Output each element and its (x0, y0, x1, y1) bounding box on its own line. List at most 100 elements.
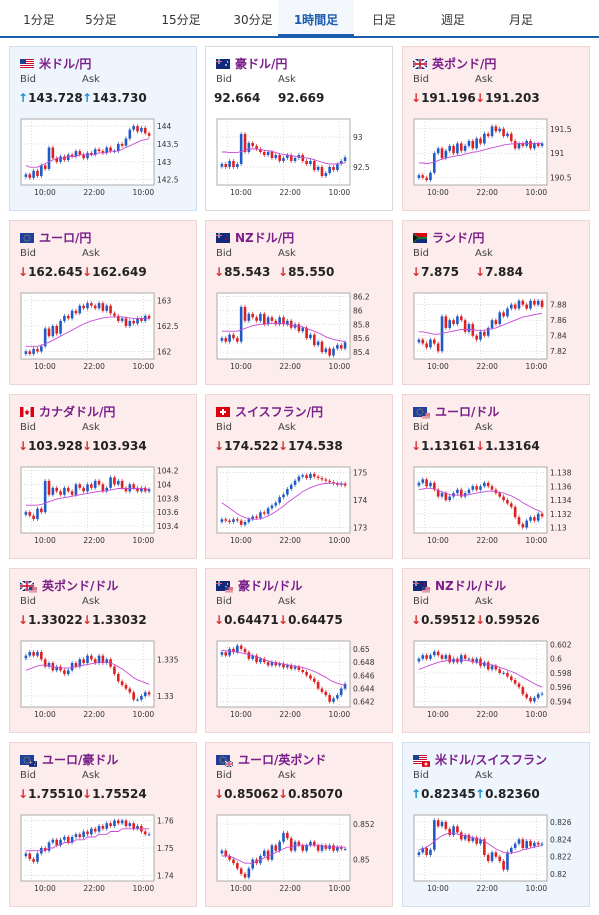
candle (262, 152, 266, 155)
candle (332, 845, 335, 851)
pair-title[interactable]: 豪ドル/円 (216, 55, 287, 71)
candle (525, 520, 528, 528)
tab-8[interactable]: 月足 (508, 13, 533, 27)
pair-card[interactable]: 英ポンド/円 Bid Ask ↓191.196 ↓191.203 191.5 191 190.… (402, 46, 590, 211)
candle (448, 828, 452, 835)
pair-card[interactable]: ユーロ/円 Bid Ask ↓162.645 ↓162.649 163 162.5 162 10… (9, 220, 197, 385)
ask-value: 92.669 (278, 91, 324, 105)
candle (90, 655, 93, 660)
arrow-down-icon: ↓ (18, 613, 29, 627)
x-tick-label: 10:00 (329, 362, 351, 371)
ask-price: 1.13164 (485, 439, 540, 453)
candle (105, 823, 109, 829)
moving-average-line (221, 323, 346, 343)
candle (40, 508, 43, 513)
pair-title[interactable]: ランド/円 (413, 229, 484, 245)
tab-1[interactable]: 1分足 (23, 13, 55, 27)
candle (282, 158, 285, 161)
pair-card[interactable]: ユーロ/英ポンド Bid Ask ↓0.85062 ↓0.85070 0.852 0.85 1… (205, 742, 393, 907)
tab-2[interactable]: 5分足 (85, 13, 117, 27)
ask-label: Ask (82, 770, 100, 781)
pair-card[interactable]: ユーロ/豪ドル Bid Ask ↓1.75510 ↓1.75524 1.76 1.75 1.7… (9, 742, 197, 907)
pair-card[interactable]: カナダドル/円 Bid Ask ↓103.928 ↓103.934 104.2 104 103… (9, 394, 197, 559)
arrow-up-icon: ↑ (411, 787, 422, 801)
arrow-down-icon: ↓ (214, 787, 225, 801)
price-chart[interactable]: 93 92.5 10:00 22:00 10:00 (216, 115, 384, 201)
candle (506, 133, 509, 137)
x-tick-label: 22:00 (279, 188, 301, 197)
candle (262, 850, 266, 857)
candle (459, 832, 463, 840)
pair-title[interactable]: NZドル/円 (216, 229, 294, 245)
candle (236, 338, 239, 342)
candle (421, 339, 425, 344)
pair-title[interactable]: 米ドル/スイスフラン (413, 751, 547, 767)
bid-label: Bid (216, 74, 232, 85)
candle (93, 659, 97, 663)
pair-card[interactable]: 豪ドル/円 Bid Ask 92.664 92.669 93 92.5 10:00 22:00 1… (205, 46, 393, 211)
arrow-up-icon: ↑ (475, 787, 486, 801)
candle (305, 672, 308, 676)
pair-card[interactable]: 英ポンド/ドル Bid Ask ↓1.33022 ↓1.33032 1.335 1.33 10… (9, 568, 197, 733)
candle (40, 165, 43, 177)
pair-title[interactable]: 豪ドル/ドル (216, 577, 302, 593)
candle (479, 839, 482, 844)
price-chart[interactable]: 0.852 0.85 10:00 22:00 10:00 (216, 811, 384, 897)
pair-card[interactable]: 豪ドル/ドル Bid Ask ↓0.64471 ↓0.64475 0.65 0.648 0.6… (205, 568, 393, 733)
pair-title[interactable]: ユーロ/英ポンド (216, 751, 326, 767)
y-tick-label: 7.86 (550, 316, 567, 325)
pair-card[interactable]: ユーロ/ドル Bid Ask ↓1.13161 ↓1.13164 1.138 1.136 1.… (402, 394, 590, 559)
candle (309, 473, 312, 478)
candle (24, 655, 28, 659)
pair-title[interactable]: 英ポンド/ドル (20, 577, 118, 593)
pair-title[interactable]: 英ポンド/円 (413, 55, 496, 71)
pair-title[interactable]: カナダドル/円 (20, 403, 115, 419)
pair-title[interactable]: ユーロ/ドル (413, 403, 499, 419)
candle (494, 126, 498, 132)
arrow-down-icon: ↓ (214, 613, 225, 627)
pair-card[interactable]: NZドル/ドル Bid Ask ↓0.59512 ↓0.59526 0.602 0.6 0.5… (402, 568, 590, 733)
y-tick-label: 1.76 (157, 817, 174, 826)
candle (47, 480, 51, 495)
tab-3[interactable]: 15分足 (161, 13, 201, 27)
tab-7[interactable]: 週足 (440, 13, 465, 27)
candle (97, 149, 101, 152)
pair-title[interactable]: ユーロ/円 (20, 229, 91, 245)
pair-card[interactable]: ランド/円 Bid Ask ↓7.875 ↓7.884 7.88 7.86 7.84 7.82 1… (402, 220, 590, 385)
tab-4[interactable]: 30分足 (233, 13, 273, 27)
pair-title[interactable]: スイスフラン/円 (216, 403, 323, 419)
pair-card[interactable]: 米ドル/スイスフラン Bid Ask ↑0.82345 ↑0.82360 0.826 0.8… (402, 742, 590, 907)
pair-card[interactable]: 米ドル/円 Bid Ask ↑143.728 ↑143.730 144 143.5 143 14… (9, 46, 197, 211)
candle (251, 143, 255, 146)
candle (82, 487, 85, 492)
arrow-down-icon: ↓ (475, 439, 486, 453)
tab-6[interactable]: 日足 (371, 13, 396, 27)
y-tick-label: 1.136 (550, 482, 572, 491)
pair-title[interactable]: ユーロ/豪ドル (20, 751, 118, 767)
y-tick-label: 162 (157, 347, 172, 356)
pair-card[interactable]: スイスフラン/円 Bid Ask ↓174.522 ↓174.538 175 174 173 1… (205, 394, 393, 559)
candle (297, 841, 301, 846)
bid-price: 1.33022 (28, 613, 83, 627)
candle (498, 312, 502, 325)
tab-5[interactable]: 1時間足 (278, 0, 354, 38)
pair-title[interactable]: 米ドル/円 (20, 55, 91, 71)
pair-card[interactable]: NZドル/円 Bid Ask ↓85.543 ↓85.550 86.2 86 85.8 85.6… (205, 220, 393, 385)
pair-title[interactable]: NZドル/ドル (413, 577, 506, 593)
candle (289, 155, 293, 161)
ask-value: ↓7.884 (475, 265, 523, 279)
x-tick-label: 10:00 (230, 884, 252, 893)
